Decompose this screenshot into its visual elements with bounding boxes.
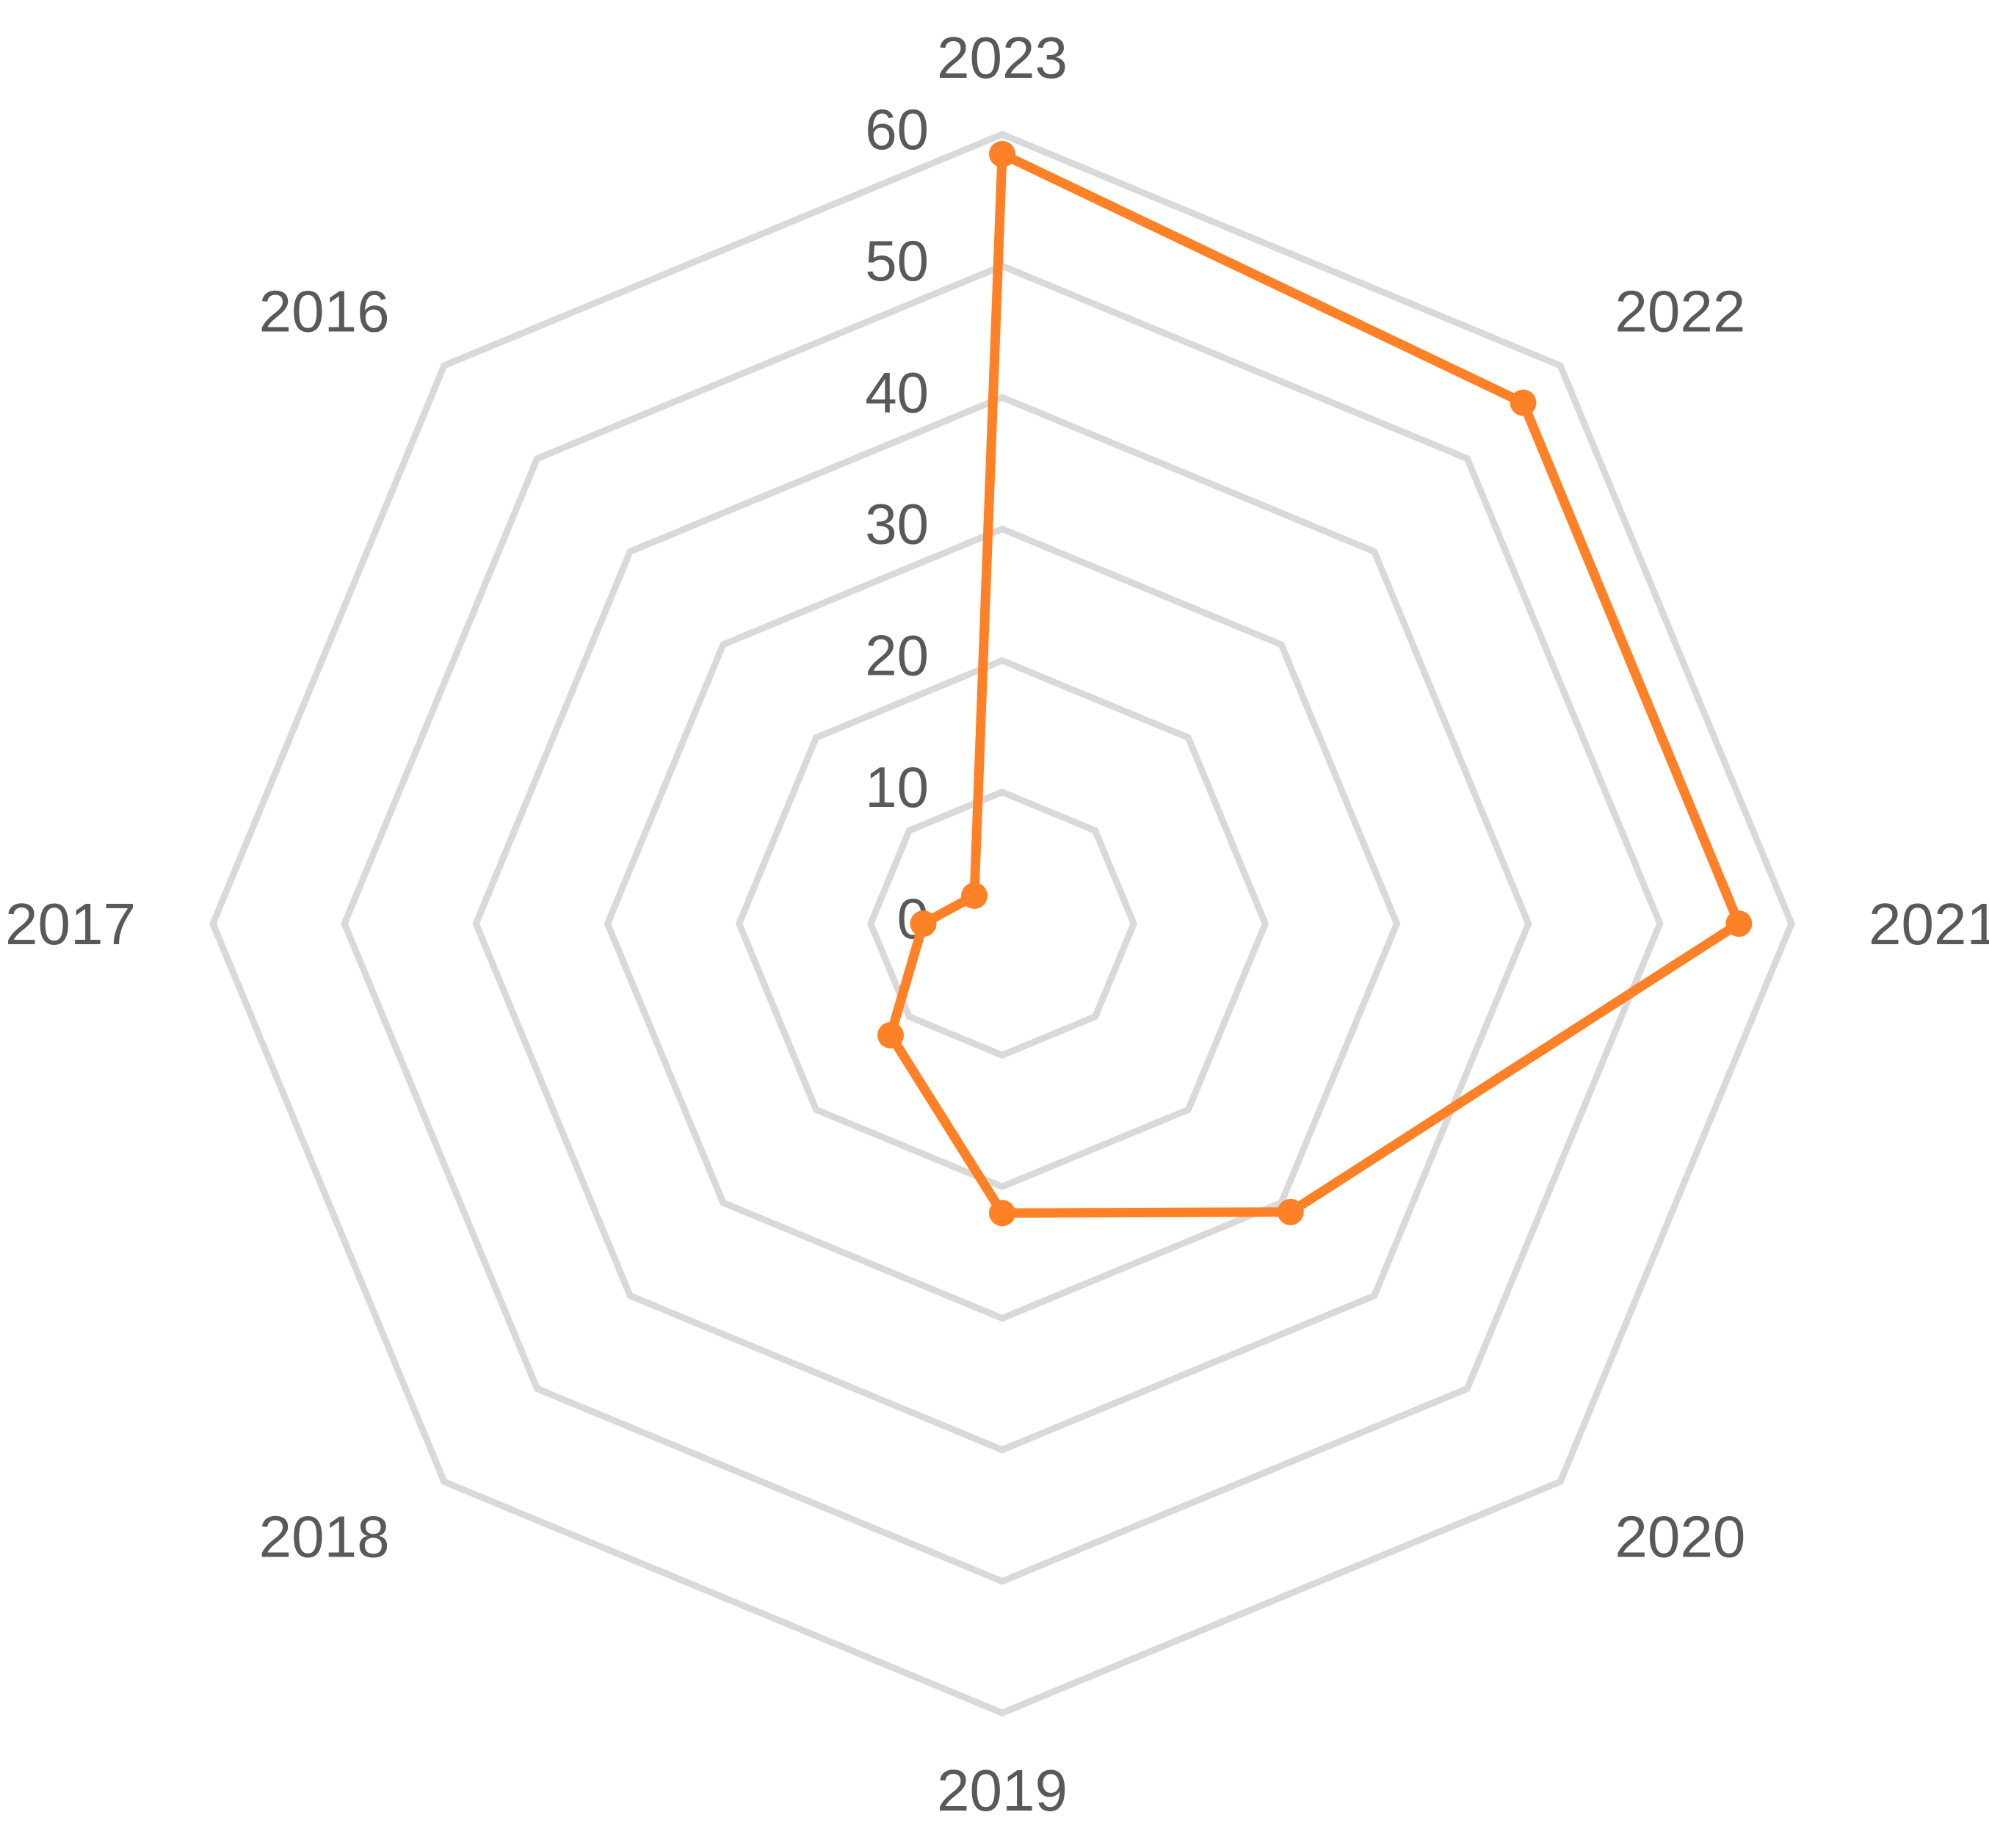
grid-ring-3 [604, 525, 1401, 1322]
data-point-2022 [1510, 389, 1537, 416]
grid-layer [209, 131, 1795, 1717]
category-label-2018: 2018 [259, 1504, 390, 1569]
data-point-2016 [961, 883, 988, 909]
data-point-2021 [1725, 910, 1753, 937]
data-point-2020 [1277, 1198, 1304, 1225]
radial-tick-label: 30 [865, 492, 929, 557]
category-label-2023: 2023 [937, 25, 1068, 90]
category-label-2016: 2016 [259, 279, 390, 344]
category-label-layer: 2023 2022 2021 2020 2019 2018 2017 2016 [5, 25, 1989, 1823]
grid-ring-1 [866, 788, 1138, 1059]
tick-label-layer: 0102030405060 [865, 97, 929, 951]
radial-tick-label: 40 [865, 360, 929, 424]
data-point-2019 [989, 1200, 1015, 1227]
category-label-2019: 2019 [937, 1758, 1068, 1823]
category-label-2017: 2017 [5, 891, 136, 957]
radial-tick-label: 60 [865, 97, 929, 162]
radial-tick-label: 10 [865, 755, 929, 819]
grid-ring-5 [341, 262, 1664, 1585]
series-layer [877, 140, 1753, 1227]
category-label-2020: 2020 [1615, 1504, 1745, 1569]
category-label-2022: 2022 [1615, 279, 1745, 344]
grid-ring-6 [209, 131, 1795, 1717]
series-line-0 [885, 149, 1744, 1218]
data-point-2023 [989, 140, 1015, 167]
radial-tick-label: 20 [865, 623, 929, 688]
grid-ring-2 [735, 656, 1269, 1191]
category-label-2021: 2021 [1869, 891, 1989, 957]
data-point-2017 [910, 910, 937, 937]
grid-ring-4 [472, 394, 1532, 1454]
data-point-2018 [877, 1022, 904, 1048]
radial-tick-label: 50 [865, 228, 929, 293]
